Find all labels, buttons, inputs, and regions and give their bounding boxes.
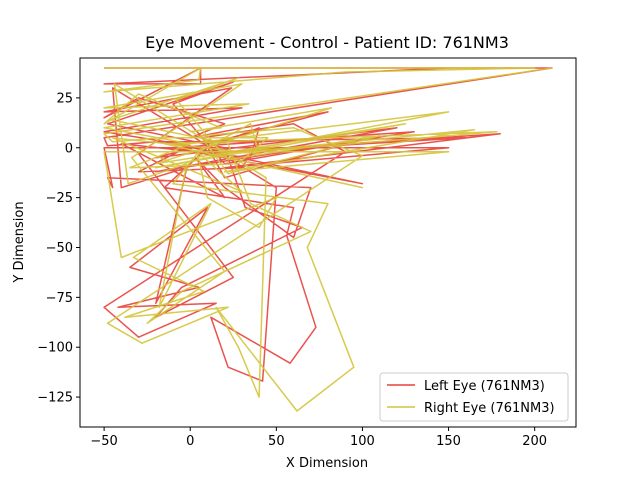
y-tick-label: −125 — [37, 391, 73, 406]
x-axis-label: X Dimension — [286, 456, 368, 471]
x-tick-label: 200 — [522, 434, 547, 449]
y-tick-label: 25 — [56, 91, 73, 106]
y-tick-label: −75 — [46, 291, 73, 306]
x-tick-label: 150 — [436, 434, 461, 449]
plot-area-frame — [79, 57, 577, 428]
series-line-left-eye — [103, 67, 553, 382]
legend-box — [379, 372, 569, 422]
chart-title: Eye Movement - Control - Patient ID: 761… — [145, 33, 509, 52]
y-tick-label: −50 — [46, 241, 73, 256]
series-line-right-eye — [103, 67, 553, 412]
y-axis-label: Y Dimension — [12, 201, 27, 283]
legend-label-left-eye: Left Eye (761NM3) — [424, 379, 545, 394]
y-tick-label: −25 — [46, 191, 73, 206]
x-tick-label: −50 — [90, 434, 117, 449]
legend-label-right-eye: Right Eye (761NM3) — [424, 401, 555, 416]
x-tick-label: 0 — [186, 434, 194, 449]
x-tick-label: 100 — [350, 434, 375, 449]
y-tick-label: 0 — [65, 141, 73, 156]
y-tick-label: −100 — [37, 341, 73, 356]
legend: Left Eye (761NM3) Right Eye (761NM3) — [379, 372, 569, 422]
x-tick-label: 50 — [268, 434, 285, 449]
